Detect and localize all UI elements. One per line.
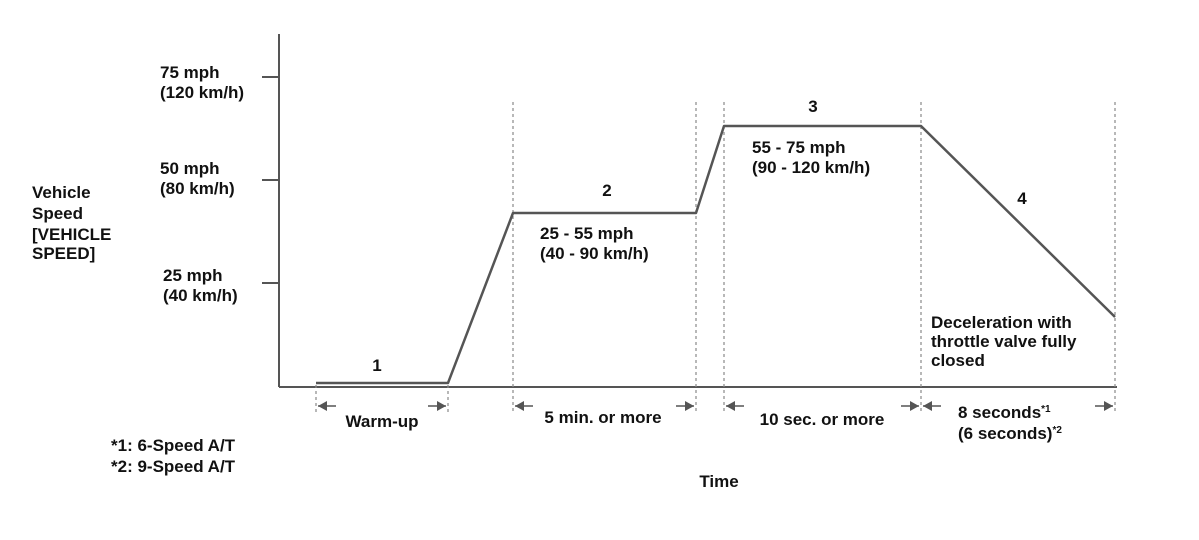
phase2-speed-mph: 25 - 55 mph <box>540 224 634 243</box>
phase3-speed-kmh: (90 - 120 km/h) <box>752 158 870 177</box>
y-tick-label-80-kmh: (80 km/h) <box>160 179 235 198</box>
duration-phase3: 10 sec. or more <box>760 410 885 429</box>
duration-arrow-phase2 <box>515 401 694 411</box>
y-axis-label: Vehicle Speed [VEHICLE SPEED] <box>32 183 116 263</box>
duration-phase2: 5 min. or more <box>544 408 661 427</box>
y-tick-label-75-mph: 75 mph <box>160 63 220 82</box>
duration-arrow-phase4 <box>923 401 1113 411</box>
phase-number-2: 2 <box>602 181 611 200</box>
phase2-speed-kmh: (40 - 90 km/h) <box>540 244 649 263</box>
phase3-speed-mph: 55 - 75 mph <box>752 138 846 157</box>
duration-arrow-warmup <box>318 401 446 411</box>
footnote-2: *2: 9-Speed A/T <box>111 457 236 476</box>
y-tick-label-120-kmh: (120 km/h) <box>160 83 244 102</box>
duration-arrow-phase3 <box>726 401 919 411</box>
duration-phase4-line2: (6 seconds)*2 <box>958 424 1062 443</box>
phase-number-1: 1 <box>372 356 381 375</box>
footnote-1: *1: 6-Speed A/T <box>111 436 236 455</box>
y-tick-label-40-kmh: (40 km/h) <box>163 286 238 305</box>
footnote-ref-2: *2 <box>1052 425 1062 436</box>
y-tick-label-50-mph: 50 mph <box>160 159 220 178</box>
duration-phase4-line1: 8 seconds*1 <box>958 403 1051 422</box>
y-tick-label-25-mph: 25 mph <box>163 266 223 285</box>
duration-warmup: Warm-up <box>345 412 418 431</box>
x-axis-label: Time <box>699 472 738 491</box>
phase4-note: Deceleration with throttle valve fully c… <box>931 313 1081 370</box>
phase-number-4: 4 <box>1017 189 1027 208</box>
speed-trace <box>316 124 1116 385</box>
phase-number-3: 3 <box>808 97 817 116</box>
footnote-ref-1: *1 <box>1041 404 1051 415</box>
